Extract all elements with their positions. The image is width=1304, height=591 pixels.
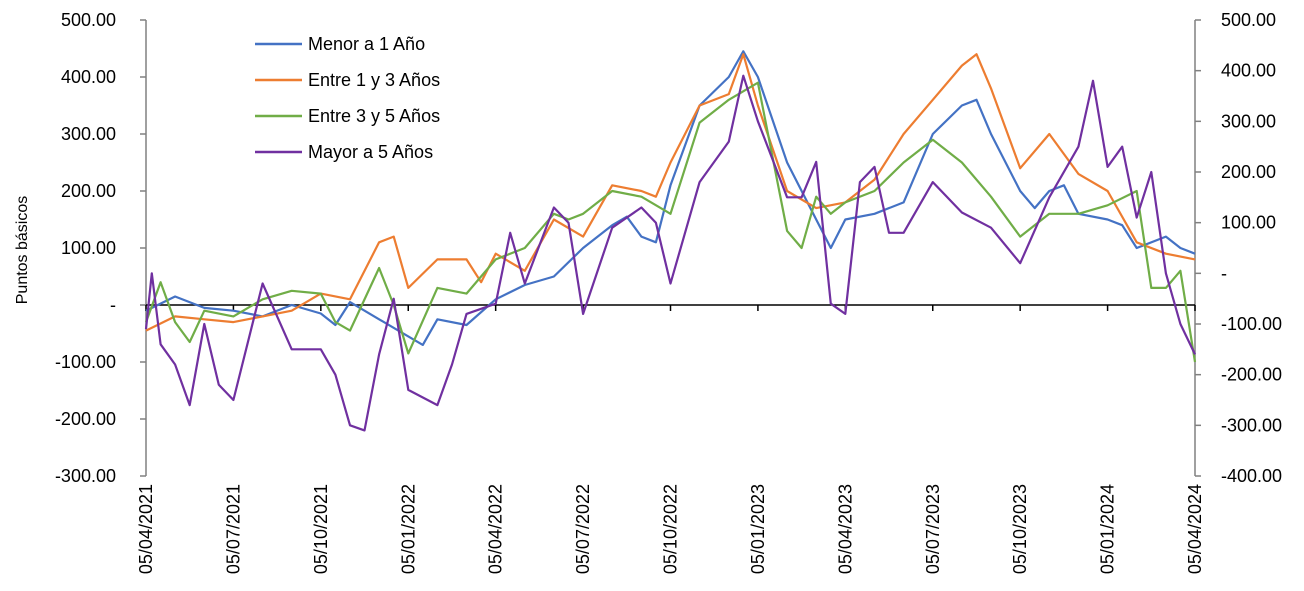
series-line-entre-3-y-5-a-os [144,81,1197,363]
x-tick-label: 05/07/2021 [223,484,243,574]
right-y-tick-label: -400.00 [1221,466,1282,486]
left-y-tick-label: -200.00 [55,409,116,429]
legend-label-entre-3-y-5-a-os: Entre 3 y 5 Años [308,106,440,126]
right-y-tick-label: - [1221,263,1227,283]
x-tick-label: 05/07/2023 [923,484,943,574]
x-tick-label: 05/01/2022 [398,484,418,574]
right-y-tick-label: 200.00 [1221,162,1276,182]
left-y-tick-label: -100.00 [55,352,116,372]
x-tick-label: 05/01/2023 [748,484,768,574]
right-y-tick-label: 500.00 [1221,10,1276,30]
x-tick-label: 05/04/2023 [835,484,855,574]
y-axis-title: Puntos básicos [14,196,31,305]
left-y-tick-label: 400.00 [61,67,116,87]
x-tick-label: 05/04/2021 [136,484,156,574]
left-y-tick-label: -300.00 [55,466,116,486]
x-tick-label: 05/10/2021 [311,484,331,574]
right-y-tick-label: 300.00 [1221,111,1276,131]
x-tick-label: 05/10/2023 [1010,484,1030,574]
series-lines [144,50,1197,432]
series-line-entre-1-y-3-a-os [145,53,1196,332]
right-y-tick-label: -300.00 [1221,415,1282,435]
x-tick-label: 05/04/2022 [486,484,506,574]
left-y-ticks: -300.00-200.00-100.00-100.00200.00300.00… [55,10,146,486]
legend-label-mayor-a-5-a-os: Mayor a 5 Años [308,142,433,162]
x-ticks: 05/04/2021 05/07/2021 05/10/2021 05/01/2022… [136,305,1205,574]
legend-label-entre-1-y-3-a-os: Entre 1 y 3 Años [308,70,440,90]
left-y-tick-label: 300.00 [61,124,116,144]
right-y-tick-label: -100.00 [1221,314,1282,334]
axes [145,20,1196,476]
x-tick-label: 05/01/2024 [1098,484,1118,574]
legend: Menor a 1 Año Entre 1 y 3 Años Entre 3 y 5… [255,34,440,162]
left-y-tick-label: 200.00 [61,181,116,201]
series-line-menor-a-1-a-o [145,50,1196,346]
right-y-tick-label: 100.00 [1221,213,1276,233]
legend-label-menor-a-1-a-o: Menor a 1 Año [308,34,425,54]
right-y-tick-label: 400.00 [1221,61,1276,81]
left-y-tick-label: - [110,295,116,315]
left-y-tick-label: 100.00 [61,238,116,258]
x-tick-label: 05/10/2022 [661,484,681,574]
right-y-ticks: -400.00-300.00-200.00-100.00-100.00200.0… [1195,10,1282,486]
x-tick-label: 05/07/2022 [573,484,593,574]
x-tick-label: 05/04/2024 [1185,484,1205,574]
left-y-tick-label: 500.00 [61,10,116,30]
series-line-mayor-a-5-a-os [144,74,1196,432]
right-y-tick-label: -200.00 [1221,365,1282,385]
